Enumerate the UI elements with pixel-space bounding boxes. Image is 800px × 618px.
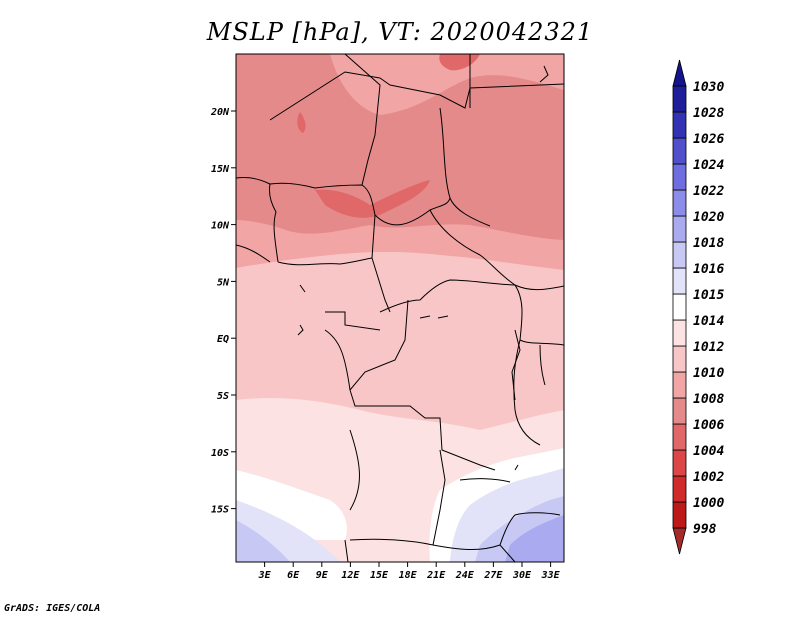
colorbar-label: 1008 — [693, 392, 724, 407]
colorbar-segment — [672, 267, 687, 295]
colorbar-segment — [672, 163, 687, 191]
country-borders — [236, 54, 564, 562]
colorbar-segment — [672, 137, 687, 165]
longitude-axis: 3E 6E 9E 12E 15E 18E 21E 24E 27E 30E 33E — [258, 562, 561, 581]
lon-label: 15E — [370, 570, 389, 581]
colorbar-label: 1012 — [693, 340, 724, 355]
colorbar-label: 1010 — [693, 366, 724, 381]
colorbar-segment — [672, 293, 687, 321]
colorbar-segment — [672, 449, 687, 477]
lon-label: 3E — [258, 570, 272, 581]
lon-label: 12E — [341, 570, 360, 581]
lat-label: EQ — [217, 334, 229, 345]
colorbar-segment — [672, 501, 687, 529]
lat-label: 15S — [211, 505, 229, 516]
colorbar-segment — [672, 371, 687, 399]
colorbar-label: 1018 — [693, 236, 724, 251]
lon-label: 27E — [483, 570, 503, 581]
lon-label: 33E — [541, 570, 561, 581]
colorbar-segment — [672, 423, 687, 451]
colorbar-label: 1002 — [693, 470, 724, 485]
colorbar-label: 1030 — [693, 80, 724, 95]
colorbar-label: 1006 — [693, 418, 724, 433]
colorbar-segment — [672, 397, 687, 425]
credit-label: GrADS: IGES/COLA — [4, 603, 101, 614]
colorbar-segment — [672, 345, 687, 373]
lat-label: 20N — [210, 107, 230, 118]
colorbar-label: 1004 — [693, 444, 724, 459]
map-frame — [235, 53, 565, 563]
colorbar-label: 1020 — [693, 210, 724, 225]
colorbar-segment — [672, 241, 687, 269]
latitude-axis: 20N 15N 10N 5N EQ 5S 10S 15S — [210, 107, 236, 516]
lat-label: 10N — [211, 221, 230, 232]
plot-title: MSLP [hPa], VT: 2020042321 — [206, 18, 594, 46]
lon-label: 21E — [426, 570, 446, 581]
colorbar-high-arrow — [672, 59, 687, 87]
colorbar-label: 1015 — [693, 288, 724, 303]
colorbar-label: 1016 — [693, 262, 724, 277]
colorbar-segment — [672, 111, 687, 139]
lon-label: 30E — [512, 570, 532, 581]
colorbar-label: 1026 — [693, 132, 724, 147]
colorbar-segment — [672, 475, 687, 503]
lat-label: 15N — [211, 164, 230, 175]
colorbar-segment — [672, 215, 687, 243]
colorbar-low-arrow — [672, 527, 687, 555]
lat-label: 10S — [211, 448, 229, 459]
lat-label: 5S — [217, 391, 229, 402]
colorbar-segment — [672, 85, 687, 113]
lon-label: 9E — [316, 570, 329, 581]
colorbar: 998 1000 1002 1004 1006 1008 1010 1012 1014 1015 1… — [672, 59, 724, 555]
pressure-field — [236, 54, 564, 562]
colorbar-label: 998 — [693, 522, 717, 537]
lat-label: 5N — [217, 277, 230, 288]
lon-label: 24E — [455, 570, 475, 581]
colorbar-segment — [672, 319, 687, 347]
colorbar-label: 1022 — [693, 184, 724, 199]
colorbar-label: 1000 — [693, 496, 724, 511]
colorbar-label: 1024 — [693, 158, 724, 173]
colorbar-label: 1028 — [693, 106, 724, 121]
lon-label: 18E — [399, 570, 418, 581]
colorbar-segment — [672, 189, 687, 217]
colorbar-label: 1014 — [693, 314, 724, 329]
lon-label: 6E — [287, 570, 300, 581]
